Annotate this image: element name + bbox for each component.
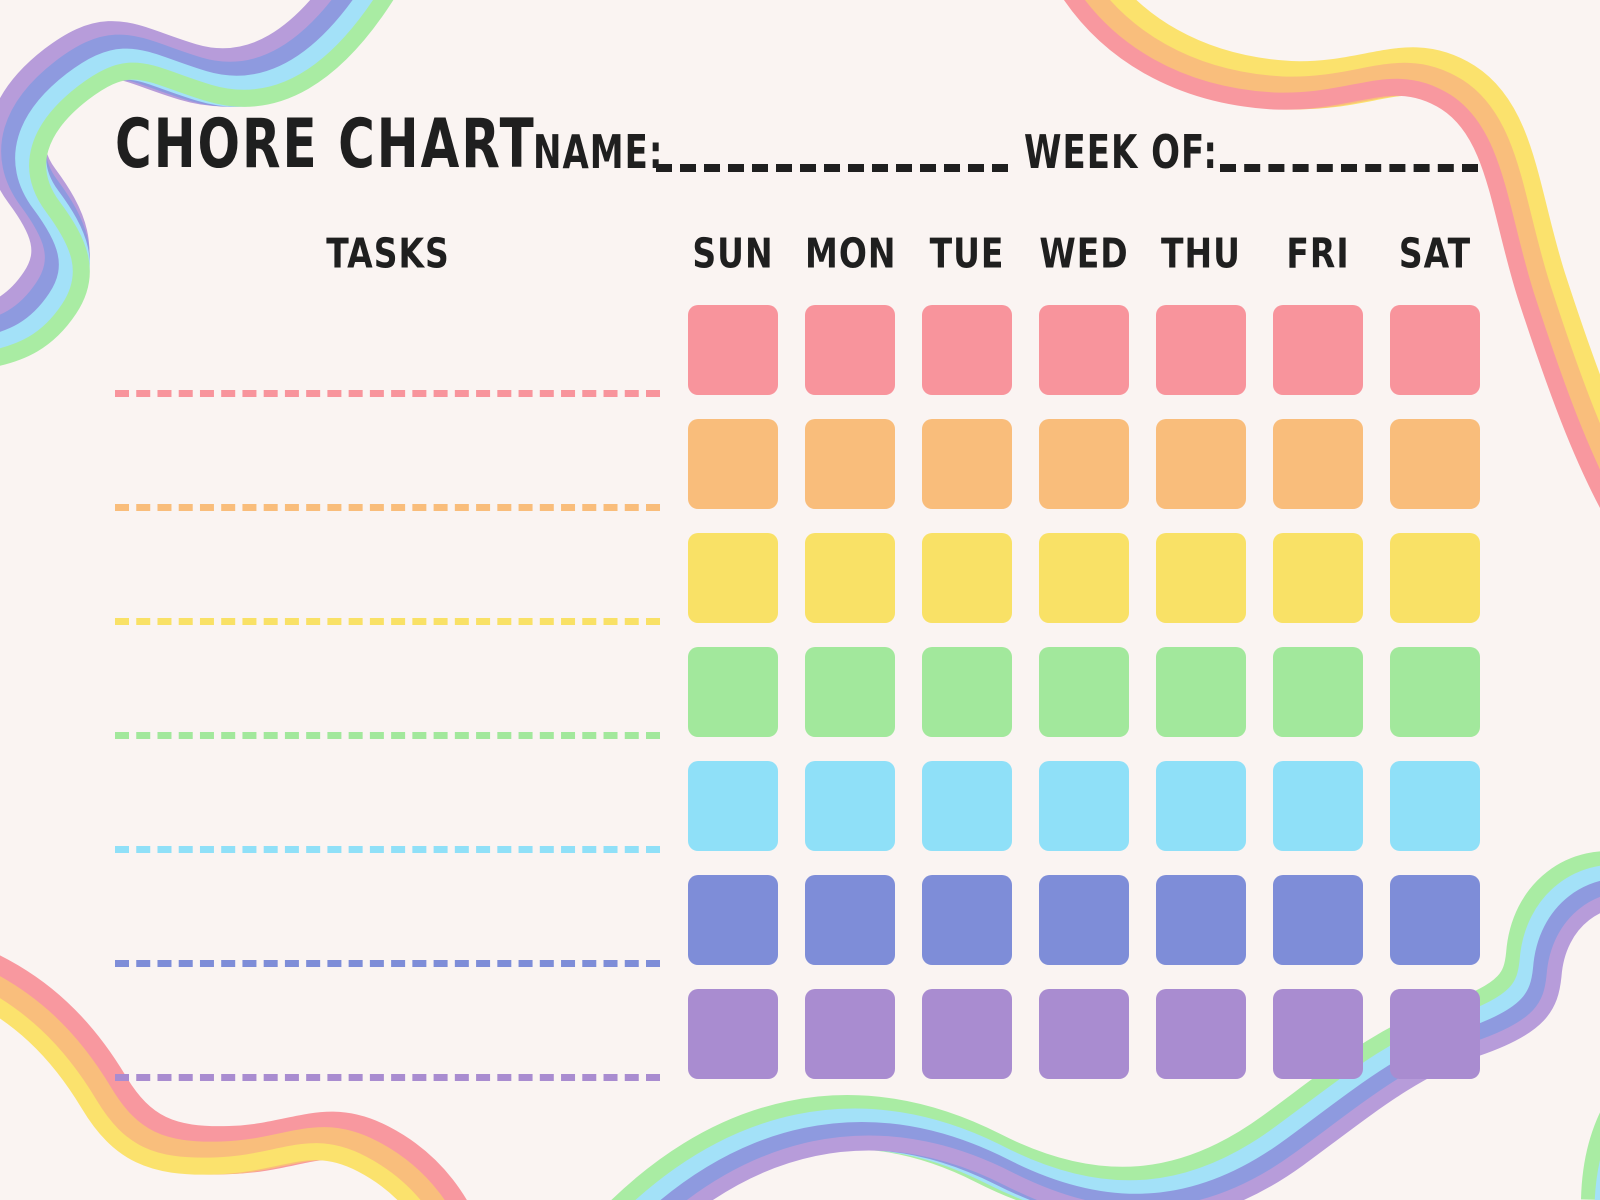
chore-cell-yellow-wed[interactable] xyxy=(1039,533,1129,623)
chore-grid xyxy=(688,305,1480,1103)
chore-cell-purple-mon[interactable] xyxy=(805,989,895,1079)
chore-cell-sky-blue-wed[interactable] xyxy=(1039,761,1129,851)
chore-cell-red-tue[interactable] xyxy=(922,305,1012,395)
page-title: CHORE CHART xyxy=(115,105,536,184)
chore-cell-yellow-fri[interactable] xyxy=(1273,533,1363,623)
tasks-column-header: TASKS xyxy=(326,228,450,278)
chore-row-green xyxy=(688,647,1480,737)
chore-cell-periwinkle-mon[interactable] xyxy=(805,875,895,965)
chore-cell-yellow-sun[interactable] xyxy=(688,533,778,623)
chore-cell-purple-tue[interactable] xyxy=(922,989,1012,1079)
day-header-sat: SAT xyxy=(1398,228,1472,278)
name-input-line[interactable] xyxy=(656,164,1008,172)
task-input-line-orange[interactable] xyxy=(115,504,660,511)
day-header-tue: TUE xyxy=(929,228,1005,278)
day-header-row: SUN MON TUE WED THU FRI SAT xyxy=(688,232,1480,275)
chore-cell-sky-blue-tue[interactable] xyxy=(922,761,1012,851)
chore-row-orange xyxy=(688,419,1480,509)
chore-cell-red-sat[interactable] xyxy=(1390,305,1480,395)
chore-cell-purple-sat[interactable] xyxy=(1390,989,1480,1079)
task-input-line-periwinkle[interactable] xyxy=(115,960,660,967)
task-input-line-purple[interactable] xyxy=(115,1074,660,1081)
chore-cell-green-wed[interactable] xyxy=(1039,647,1129,737)
chore-cell-purple-thu[interactable] xyxy=(1156,989,1246,1079)
chore-row-red xyxy=(688,305,1480,395)
day-header-sun: SUN xyxy=(692,228,774,278)
chore-cell-purple-wed[interactable] xyxy=(1039,989,1129,1079)
chore-cell-yellow-thu[interactable] xyxy=(1156,533,1246,623)
chore-cell-orange-mon[interactable] xyxy=(805,419,895,509)
chore-cell-red-sun[interactable] xyxy=(688,305,778,395)
day-header-mon: MON xyxy=(805,228,897,278)
chore-row-sky-blue xyxy=(688,761,1480,851)
day-header-wed: WED xyxy=(1039,228,1129,278)
task-input-line-green[interactable] xyxy=(115,732,660,739)
chore-cell-sky-blue-sat[interactable] xyxy=(1390,761,1480,851)
chore-cell-orange-wed[interactable] xyxy=(1039,419,1129,509)
week-of-input-line[interactable] xyxy=(1220,164,1478,172)
chore-cell-green-thu[interactable] xyxy=(1156,647,1246,737)
chore-cell-periwinkle-tue[interactable] xyxy=(922,875,1012,965)
chore-cell-yellow-tue[interactable] xyxy=(922,533,1012,623)
chore-cell-sky-blue-thu[interactable] xyxy=(1156,761,1246,851)
day-header-fri: FRI xyxy=(1286,228,1350,278)
chore-cell-purple-sun[interactable] xyxy=(688,989,778,1079)
chore-cell-yellow-mon[interactable] xyxy=(805,533,895,623)
chore-cell-periwinkle-sat[interactable] xyxy=(1390,875,1480,965)
chore-row-yellow xyxy=(688,533,1480,623)
chore-cell-orange-sun[interactable] xyxy=(688,419,778,509)
chore-cell-green-tue[interactable] xyxy=(922,647,1012,737)
task-input-line-yellow[interactable] xyxy=(115,618,660,625)
chore-cell-red-mon[interactable] xyxy=(805,305,895,395)
chore-cell-sky-blue-mon[interactable] xyxy=(805,761,895,851)
chore-cell-orange-thu[interactable] xyxy=(1156,419,1246,509)
week-of-label: WEEK OF: xyxy=(1024,126,1219,181)
chore-cell-green-mon[interactable] xyxy=(805,647,895,737)
chore-cell-sky-blue-sun[interactable] xyxy=(688,761,778,851)
chore-cell-periwinkle-wed[interactable] xyxy=(1039,875,1129,965)
task-input-line-red[interactable] xyxy=(115,390,660,397)
chore-cell-periwinkle-sun[interactable] xyxy=(688,875,778,965)
chore-cell-red-fri[interactable] xyxy=(1273,305,1363,395)
chore-cell-sky-blue-fri[interactable] xyxy=(1273,761,1363,851)
chore-row-periwinkle xyxy=(688,875,1480,965)
chore-cell-green-fri[interactable] xyxy=(1273,647,1363,737)
chore-cell-green-sat[interactable] xyxy=(1390,647,1480,737)
day-header-thu: THU xyxy=(1161,228,1241,278)
chore-cell-orange-sat[interactable] xyxy=(1390,419,1480,509)
chore-cell-red-wed[interactable] xyxy=(1039,305,1129,395)
chore-cell-red-thu[interactable] xyxy=(1156,305,1246,395)
rainbow-ribbon-bottom-left xyxy=(0,968,465,1200)
chore-cell-orange-tue[interactable] xyxy=(922,419,1012,509)
chore-cell-yellow-sat[interactable] xyxy=(1390,533,1480,623)
chore-cell-periwinkle-fri[interactable] xyxy=(1273,875,1363,965)
task-input-line-sky-blue[interactable] xyxy=(115,846,660,853)
chore-cell-purple-fri[interactable] xyxy=(1273,989,1363,1079)
chore-cell-green-sun[interactable] xyxy=(688,647,778,737)
name-label: NAME: xyxy=(533,126,664,181)
chore-row-purple xyxy=(688,989,1480,1079)
chore-cell-periwinkle-thu[interactable] xyxy=(1156,875,1246,965)
chore-cell-orange-fri[interactable] xyxy=(1273,419,1363,509)
